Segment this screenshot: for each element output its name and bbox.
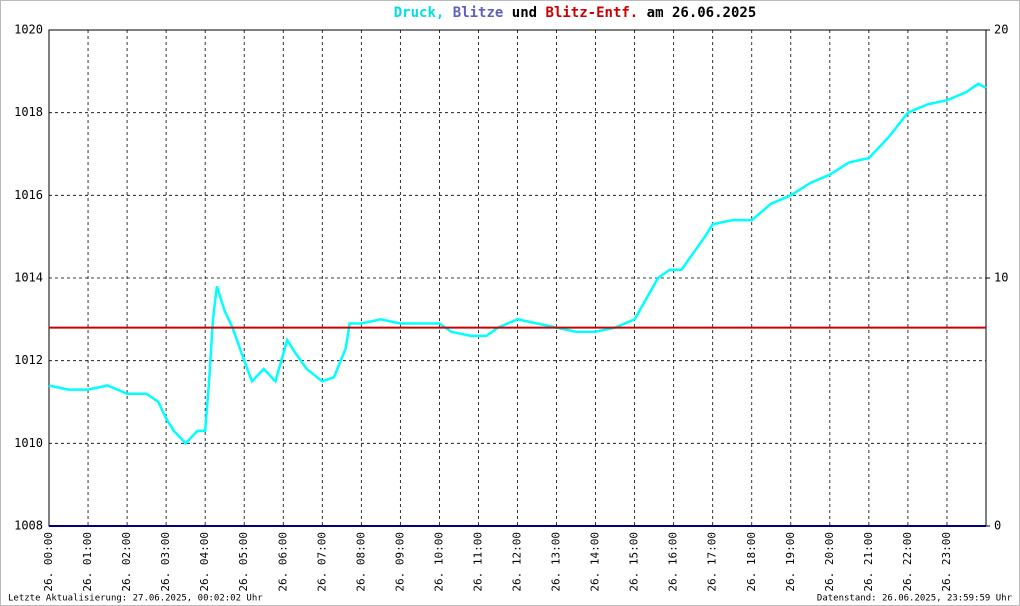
x-tick-label: 26. 09:00	[393, 532, 406, 592]
x-tick-label: 26. 06:00	[276, 532, 289, 592]
x-tick-label: 26. 20:00	[823, 532, 836, 592]
title-sep: ,	[436, 5, 444, 21]
y-tick-label: 1014	[14, 271, 43, 285]
x-tick-label: 26. 01:00	[81, 532, 94, 592]
x-tick-label: 26. 15:00	[628, 532, 641, 592]
title-and: und	[512, 5, 537, 21]
y-tick-label: 1018	[14, 105, 43, 119]
x-tick-label: 26. 18:00	[745, 532, 758, 592]
x-tick-label: 26. 00:00	[42, 532, 55, 592]
footer-left: Letzte Aktualisierung: 27.06.2025, 00:02…	[8, 594, 263, 604]
x-tick-label: 26. 21:00	[862, 532, 875, 592]
x-tick-label: 26. 17:00	[706, 532, 719, 592]
x-tick-label: 26. 19:00	[784, 532, 797, 592]
x-tick-label: 26. 10:00	[432, 532, 445, 592]
x-tick-label: 26. 22:00	[901, 532, 914, 592]
x-tick-label: 26. 11:00	[471, 532, 484, 592]
y-tick-label: 1020	[14, 23, 43, 37]
x-tick-label: 26. 07:00	[315, 532, 328, 592]
y2-tick-label: 20	[994, 23, 1008, 37]
chart-title: Druck, Blitze und Blitz-Entf. am 26.06.2…	[394, 5, 757, 21]
x-tick-label: 26. 04:00	[198, 532, 211, 592]
title-series: Blitz-Entf.	[546, 5, 639, 21]
x-tick-label: 26. 12:00	[511, 532, 524, 592]
x-tick-label: 26. 23:00	[940, 532, 953, 592]
y2-tick-label: 0	[994, 519, 1001, 533]
y2-tick-label: 10	[994, 271, 1008, 285]
title-date: am 26.06.2025	[647, 5, 757, 21]
y-tick-label: 1012	[14, 353, 43, 367]
x-tick-label: 26. 02:00	[120, 532, 133, 592]
title-series: Druck	[394, 5, 437, 21]
x-tick-label: 26. 05:00	[237, 532, 250, 592]
y-tick-label: 1008	[14, 519, 43, 533]
x-tick-label: 26. 13:00	[550, 532, 563, 592]
y-tick-label: 1010	[14, 436, 43, 450]
x-tick-label: 26. 03:00	[159, 532, 172, 592]
x-tick-label: 26. 14:00	[589, 532, 602, 592]
x-tick-label: 26. 08:00	[354, 532, 367, 592]
x-tick-label: 26. 16:00	[667, 532, 680, 592]
y-tick-label: 1016	[14, 188, 43, 202]
footer-right: Datenstand: 26.06.2025, 23:59:59 Uhr	[817, 594, 1013, 604]
title-series: Blitze	[453, 5, 504, 21]
